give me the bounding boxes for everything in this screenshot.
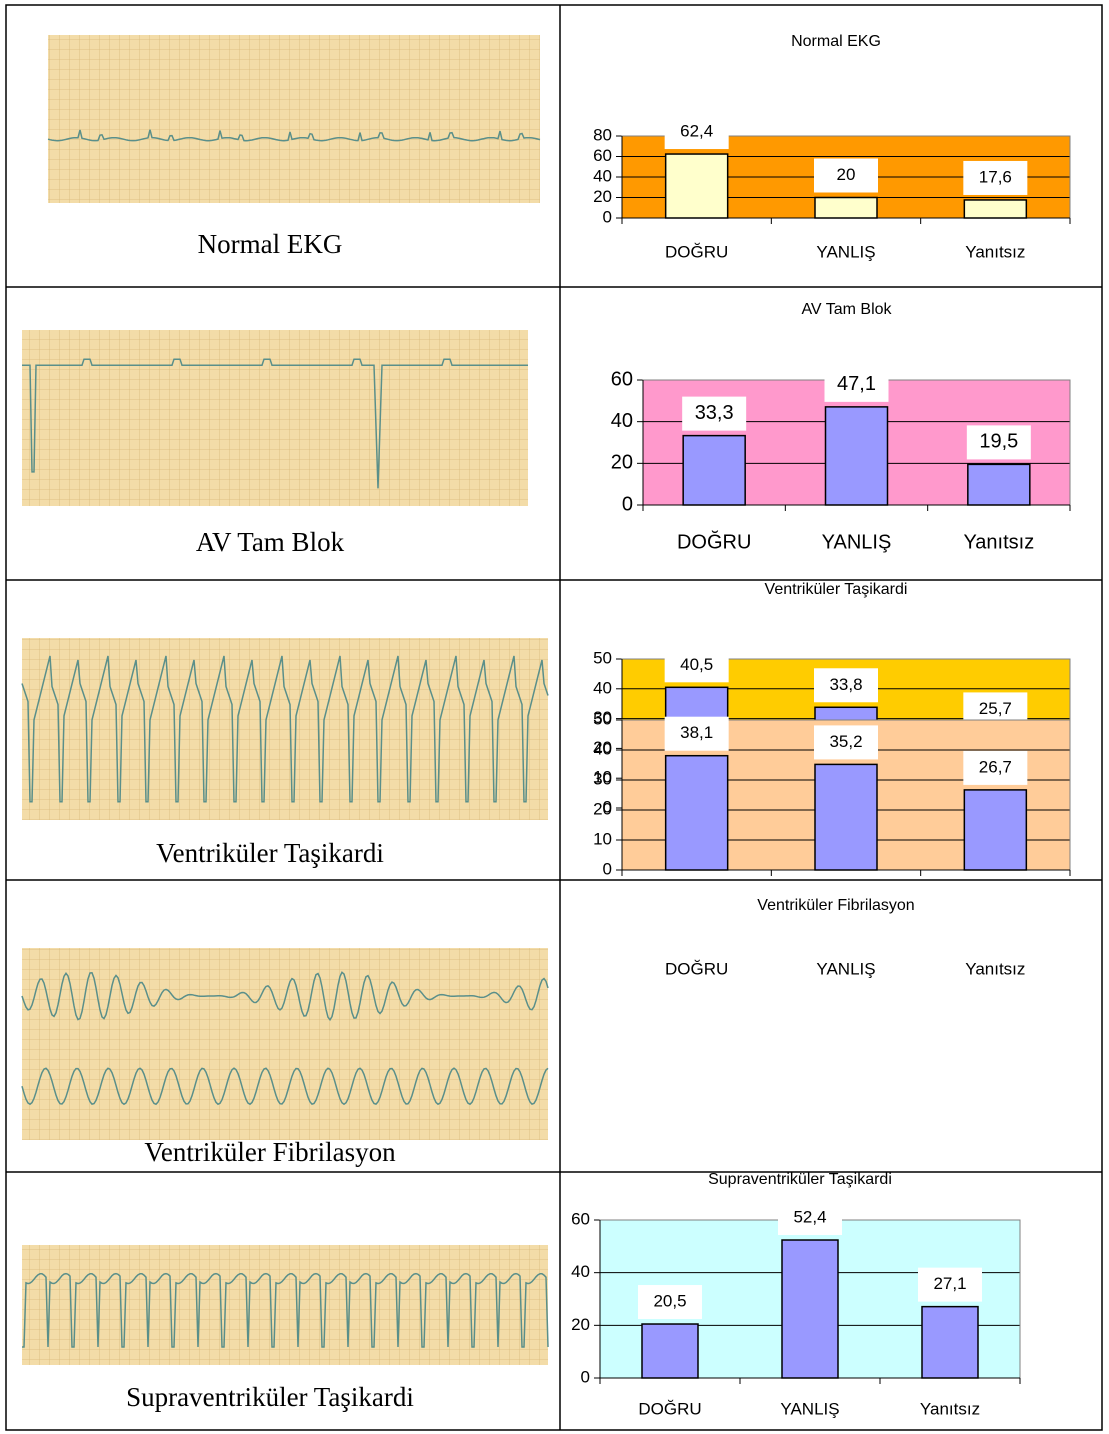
y-tick-label: 30 xyxy=(593,769,612,788)
bar xyxy=(968,464,1030,505)
x-tick-label: DOĞRU xyxy=(665,242,728,261)
chart-title: Supraventriküler Taşikardi xyxy=(708,1171,892,1188)
x-tick-label: YANLIŞ xyxy=(822,531,892,553)
value-label: 27,1 xyxy=(933,1274,966,1293)
bar xyxy=(964,790,1026,870)
value-label: 35,2 xyxy=(829,732,862,751)
bar xyxy=(815,198,877,219)
bar xyxy=(826,407,888,505)
y-tick-label: 0 xyxy=(622,493,633,515)
x-tick-label: YANLIŞ xyxy=(816,959,875,978)
ecg-strip xyxy=(22,1245,548,1365)
chart-title: Ventriküler Taşikardi xyxy=(765,581,908,598)
x-tick-label: Yanıtsız xyxy=(965,959,1025,978)
value-label: 19,5 xyxy=(979,431,1018,453)
ecg-strip xyxy=(22,948,548,1140)
bar xyxy=(964,200,1026,218)
value-label: 33,8 xyxy=(829,675,862,694)
y-tick-label: 50 xyxy=(593,709,612,728)
y-tick-label: 20 xyxy=(571,1315,590,1334)
bar xyxy=(815,764,877,870)
y-tick-label: 40 xyxy=(593,739,612,758)
page: Normal EKG AV Tam Blok Ventriküler Taşikar… xyxy=(0,0,1109,1434)
y-tick-label: 0 xyxy=(581,1367,590,1386)
x-tick-label: DOĞRU xyxy=(677,530,751,553)
value-label: 40,5 xyxy=(680,655,713,674)
value-label: 33,3 xyxy=(695,402,734,424)
value-label: 62,4 xyxy=(680,122,713,141)
y-tick-label: 0 xyxy=(603,859,612,878)
y-tick-label: 10 xyxy=(593,829,612,848)
y-tick-label: 60 xyxy=(593,146,612,165)
y-tick-label: 40 xyxy=(611,410,633,432)
bar xyxy=(642,1324,698,1378)
value-label: 38,1 xyxy=(680,723,713,742)
chart-title: AV Tam Blok xyxy=(801,301,892,318)
bar xyxy=(666,756,728,870)
x-tick-label: Yanıtsız xyxy=(920,1399,980,1418)
y-tick-label: 40 xyxy=(593,678,612,697)
x-tick-label: Yanıtsız xyxy=(965,242,1025,261)
value-label: 25,7 xyxy=(979,699,1012,718)
y-tick-label: 20 xyxy=(611,452,633,474)
bar xyxy=(782,1240,838,1378)
caption: Supraventriküler Taşikardi xyxy=(126,1382,414,1412)
y-tick-label: 80 xyxy=(593,125,612,144)
value-label: 20,5 xyxy=(653,1292,686,1311)
ecg-strip xyxy=(48,35,540,203)
value-label: 47,1 xyxy=(837,373,876,395)
value-label: 26,7 xyxy=(979,757,1012,776)
y-tick-label: 40 xyxy=(593,166,612,185)
y-tick-label: 60 xyxy=(611,368,633,390)
y-tick-label: 40 xyxy=(571,1262,590,1281)
y-tick-label: 20 xyxy=(593,799,612,818)
x-tick-label: Yanıtsız xyxy=(963,531,1034,553)
ecg-strip xyxy=(22,330,528,506)
chart-title: Normal EKG xyxy=(791,33,881,50)
value-label: 52,4 xyxy=(793,1207,826,1226)
x-tick-label: DOĞRU xyxy=(665,959,728,978)
x-tick-label: DOĞRU xyxy=(638,1399,701,1418)
caption: Ventriküler Taşikardi xyxy=(156,838,384,868)
x-tick-label: YANLIŞ xyxy=(780,1399,839,1418)
y-tick-label: 50 xyxy=(593,648,612,667)
bar xyxy=(666,154,728,218)
caption: AV Tam Blok xyxy=(196,527,345,557)
y-tick-label: 20 xyxy=(593,187,612,206)
y-tick-label: 0 xyxy=(603,207,612,226)
caption: Ventriküler Fibrilasyon xyxy=(144,1137,396,1167)
y-tick-label: 60 xyxy=(571,1209,590,1228)
bar xyxy=(683,436,745,505)
x-tick-label: YANLIŞ xyxy=(816,242,875,261)
value-label: 17,6 xyxy=(979,167,1012,186)
chart-title: Ventriküler Fibrilasyon xyxy=(757,897,914,914)
bar xyxy=(922,1307,978,1378)
value-label: 20 xyxy=(837,165,856,184)
caption: Normal EKG xyxy=(198,229,343,259)
